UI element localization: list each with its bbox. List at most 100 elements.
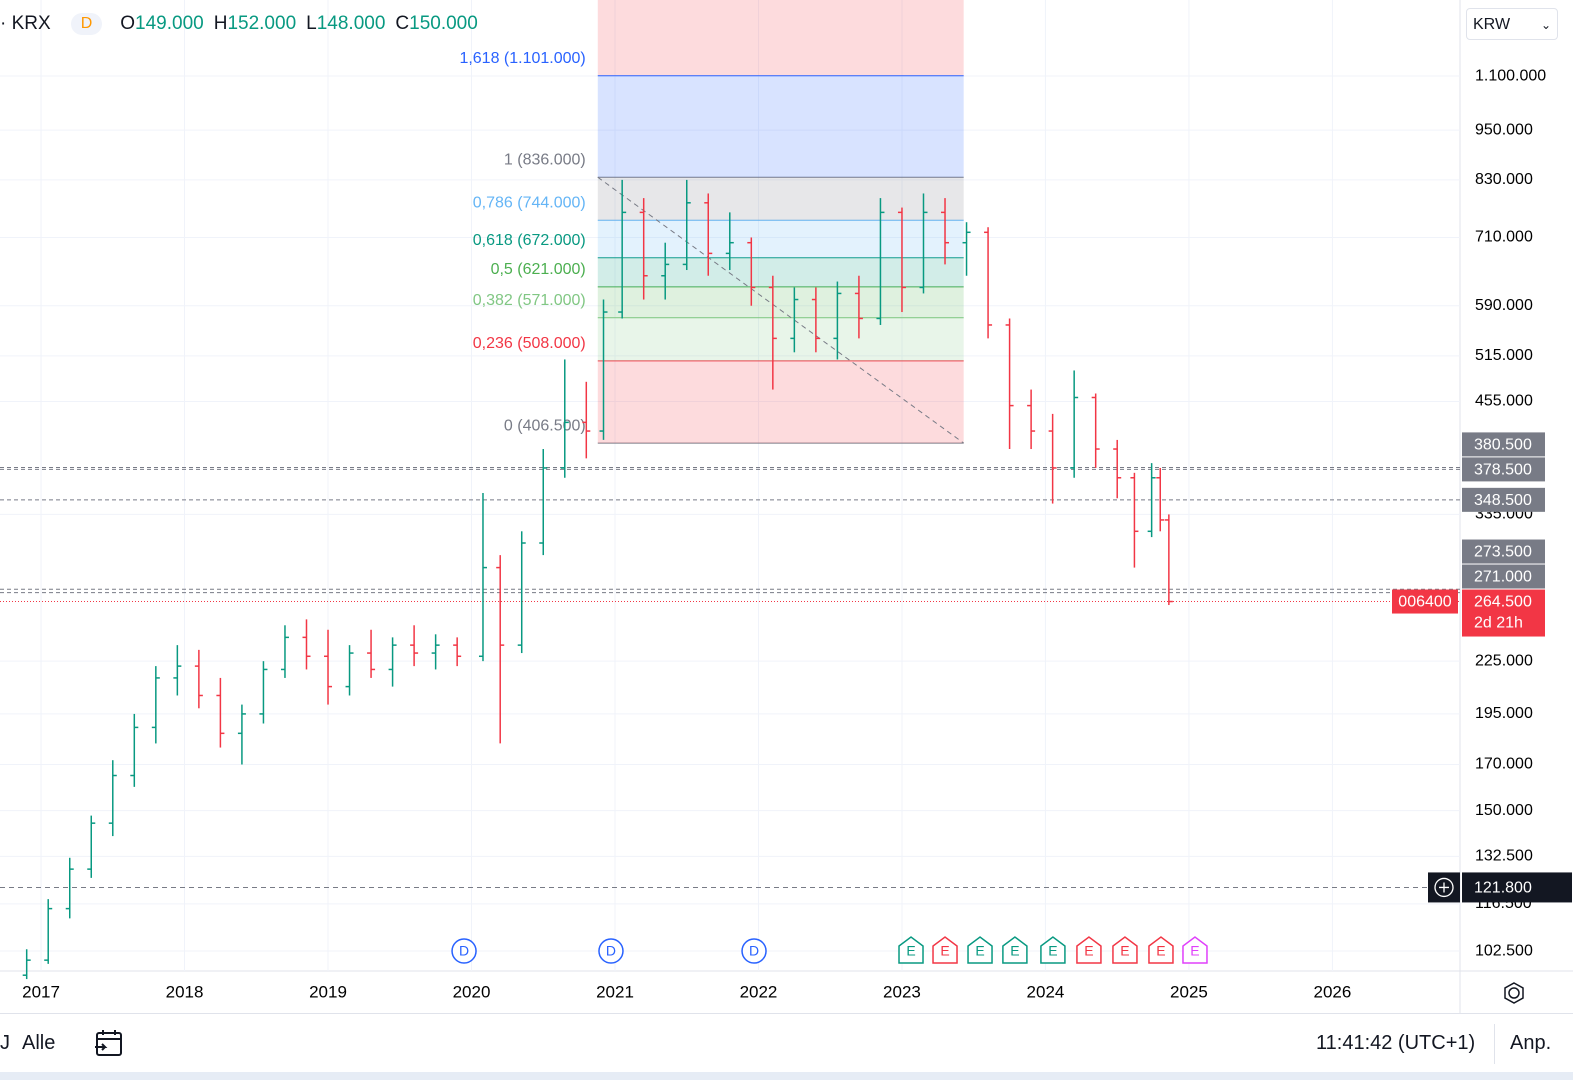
clock: 11:41:42 (UTC+1) (1316, 1032, 1476, 1054)
ohlc-bar (582, 381, 591, 459)
ohlc-value: 149.000 (135, 13, 204, 34)
event-marker[interactable]: D (741, 938, 767, 964)
line-badge (1462, 457, 1545, 482)
currency-select[interactable]: KRW ⌄ (1466, 8, 1558, 40)
fib-zone (597, 75, 964, 178)
ohlc-bar (367, 629, 376, 678)
countdown: 2d 21h (1474, 615, 1523, 632)
ohlc-bar (216, 677, 225, 748)
event-marker[interactable]: E (1002, 936, 1028, 964)
ohlc-bar (431, 634, 440, 670)
currency: KRW (1473, 16, 1511, 33)
adjust-button[interactable]: Anp. (1510, 1032, 1552, 1054)
ohlc-bar (768, 275, 777, 390)
exchange: · KRX (0, 13, 51, 34)
ohlc-bar (22, 949, 31, 980)
x-tick-label: 2024 (1027, 982, 1065, 1001)
ohlc-value: 150.000 (409, 13, 478, 34)
earnings-icon (932, 936, 958, 964)
line-badge-label: 273.500 (1474, 544, 1532, 561)
ohlc-bar (984, 227, 993, 339)
y-tick-label: 455.000 (1475, 393, 1533, 410)
date-range-icon[interactable] (94, 1028, 124, 1058)
fib-label: 0,5 (621.000) (491, 261, 586, 278)
range-button[interactable]: Alle (22, 1032, 56, 1054)
ohlc-key: H (213, 13, 228, 34)
y-tick-label: 515.000 (1475, 347, 1533, 364)
add-alert-icon (1439, 882, 1449, 893)
ohlc-bar (897, 207, 906, 313)
event-marker[interactable]: E (1076, 936, 1102, 964)
ohlc-bar (1164, 514, 1173, 606)
ohlc-bar (725, 212, 734, 271)
event-marker[interactable]: E (932, 936, 958, 964)
event-label: D (749, 943, 759, 959)
ohlc-bar (1113, 439, 1122, 499)
interval[interactable]: D (70, 13, 103, 35)
dividend-icon (451, 938, 477, 964)
ohlc-item: C150.000 (395, 13, 477, 34)
settings-button[interactable] (1504, 982, 1524, 1004)
y-tick-label: 950.000 (1475, 121, 1533, 138)
price-badge-label: 264.500 (1474, 594, 1532, 611)
event-marker[interactable]: E (1040, 936, 1066, 964)
event-label: E (1010, 943, 1019, 959)
x-tick-label: 2019 (309, 982, 347, 1001)
y-tick-label: 1.100.000 (1475, 67, 1546, 84)
dividend-icon (741, 938, 767, 964)
fib-label: 0 (406.500) (504, 417, 586, 434)
ohlc-bar (324, 629, 333, 705)
x-tick-label: 2021 (596, 982, 634, 1001)
chart: 1.100.000 950.000 830.000 710.000 590.000 515… (0, 0, 1573, 1013)
ohlc-bar (747, 237, 756, 306)
ohlc-bar (618, 179, 627, 319)
ohlc-bar (194, 649, 203, 709)
earnings-icon (898, 936, 924, 964)
ohlc-bar (639, 198, 648, 300)
chevron: ⌄ (1540, 18, 1551, 32)
event-label: D (459, 943, 469, 959)
y-tick-label: 170.000 (1475, 756, 1533, 773)
ohlc-bar (87, 815, 96, 878)
ohlc-bar (539, 449, 548, 556)
fib-label: 0,236 (508.000) (473, 335, 586, 352)
fib-trend (597, 176, 964, 444)
earnings-icon (1040, 936, 1066, 964)
fib-zone (597, 286, 964, 318)
ohlc-bar (560, 359, 569, 478)
ohlc-bar (941, 198, 950, 265)
ohlc-bar (345, 645, 354, 696)
event-label: E (1048, 943, 1057, 959)
range-button[interactable]: J (0, 1032, 10, 1054)
event-marker[interactable]: E (1148, 936, 1174, 964)
ohlc-value: 148.000 (316, 13, 386, 34)
settings-icon (1508, 987, 1520, 999)
event-marker[interactable]: D (598, 938, 624, 964)
ohlc-bar (259, 661, 268, 724)
ohlc-bar (478, 493, 487, 662)
event-label: E (906, 943, 915, 959)
ohlc-bar (237, 704, 246, 765)
event-marker[interactable]: E (1182, 936, 1208, 964)
ohlc-bar (1156, 467, 1165, 532)
event-label: E (975, 943, 984, 959)
event-marker[interactable]: D (451, 938, 477, 964)
add-alert-button[interactable] (1428, 872, 1460, 903)
y-tick-label: 830.000 (1475, 171, 1533, 188)
event-label: D (606, 943, 616, 959)
ohlc-bar (410, 625, 419, 667)
dividend-icon (598, 938, 624, 964)
ohlc-bar (388, 637, 397, 687)
event-marker[interactable]: E (967, 936, 993, 964)
ohlc-values: O149.000 H152.000 L148.000 C150.000 (120, 13, 488, 35)
event-marker[interactable]: E (1112, 936, 1138, 964)
ohlc-bar (919, 193, 928, 294)
ohlc-bar (1005, 318, 1014, 450)
earnings-icon (1182, 936, 1208, 964)
event-marker[interactable]: E (898, 936, 924, 964)
earnings-icon (967, 936, 993, 964)
ohlc-bar (704, 193, 713, 276)
x-tick-label: 2025 (1170, 982, 1208, 1001)
ohlc-bar (854, 275, 863, 339)
